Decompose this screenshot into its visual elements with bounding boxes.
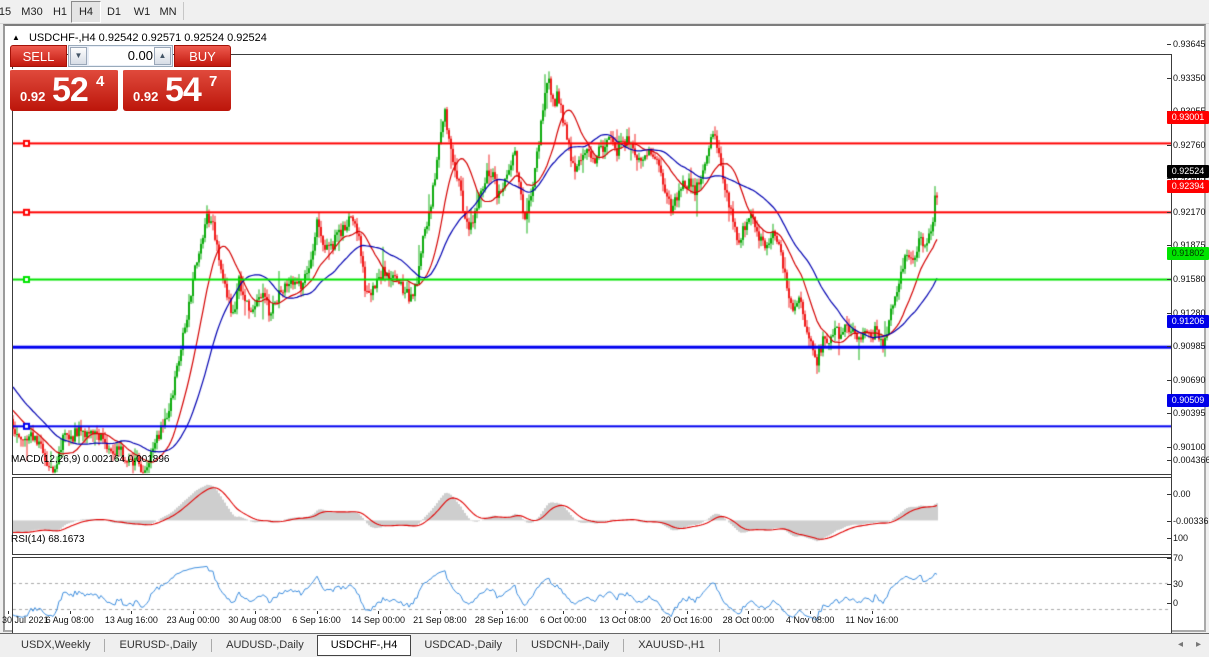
timeframe-button-15[interactable]: 15 [0, 6, 12, 18]
main-chart-panel [12, 54, 1172, 475]
timeframe-button-mn[interactable]: MN [159, 6, 177, 18]
timeframe-button-d1[interactable]: D1 [106, 6, 122, 18]
one-click-panel-collapse-icon[interactable]: ▲ [12, 33, 20, 42]
sell-price-pip: 4 [96, 73, 105, 90]
timeframe-toolbar: 15 M30 H1 H4 D1 W1 MN [0, 0, 1209, 24]
tab-scroll-right-icon[interactable]: ▸ [1195, 639, 1201, 650]
timeframe-button-h4[interactable]: H4 [71, 1, 101, 23]
tab-separator [623, 639, 625, 652]
tab-usdx-weekly[interactable]: USDX,Weekly [21, 639, 91, 651]
toolbar-separator [183, 2, 184, 20]
chart-title-ohlc: 0.92542 0.92571 0.92524 0.92524 [98, 32, 267, 44]
chart-window [3, 24, 1206, 635]
macd-panel [12, 477, 1172, 555]
buy-price-display[interactable]: 0.92 54 7 [123, 69, 231, 111]
lot-decrease-button[interactable]: ▼ [70, 47, 87, 65]
buy-button[interactable]: BUY [174, 45, 231, 67]
lot-size-input[interactable]: 0.00 [89, 47, 157, 65]
price-axis-line [1171, 54, 1172, 635]
tab-usdcad-daily[interactable]: USDCAD-,Daily [424, 639, 502, 651]
tab-scroll-left-icon[interactable]: ◂ [1177, 639, 1183, 650]
timeframe-button-w1[interactable]: W1 [133, 6, 151, 18]
lot-size-spinner: ▼ 0.00 ▲ [68, 45, 173, 67]
tab-usdchf-h4[interactable]: USDCHF-,H4 [316, 635, 412, 656]
timeframe-button-h1[interactable]: H1 [52, 6, 68, 18]
tab-separator [104, 639, 106, 652]
chart-title-symbol: USDCHF-,H4 [28, 32, 96, 44]
sell-price-display[interactable]: 0.92 52 4 [10, 69, 118, 111]
rsi-canvas[interactable] [13, 558, 1171, 634]
tab-eurusd-daily[interactable]: EURUSD-,Daily [119, 639, 198, 651]
timeframe-button-m30[interactable]: M30 [21, 6, 43, 18]
buy-price-big: 54 [165, 71, 202, 109]
buy-price-pip: 7 [209, 73, 218, 90]
tab-separator [211, 639, 213, 652]
sell-button[interactable]: SELL [10, 45, 67, 67]
tab-usdcnh-daily[interactable]: USDCNH-,Daily [530, 639, 610, 651]
lot-increase-button[interactable]: ▲ [154, 47, 171, 65]
price-chart-canvas[interactable] [13, 55, 1171, 474]
chart-tab-bar: ◂ ▸ USDX,Weekly EURUSD-,Daily AUDUSD-,Dail… [0, 633, 1209, 657]
one-click-trading-panel: SELL ▼ 0.00 ▲ BUY 0.92 52 4 0.92 54 7 [10, 45, 231, 111]
macd-canvas[interactable] [13, 478, 1171, 554]
tab-separator [515, 639, 517, 652]
buy-price-prefix: 0.92 [133, 89, 159, 104]
chart-header: ▲ USDCHF-,H4 0.92542 0.92571 0.92524 0.9… [12, 32, 267, 44]
tab-audusd-daily[interactable]: AUDUSD-,Daily [226, 639, 304, 651]
rsi-panel [12, 557, 1172, 635]
tab-xauusd-h1[interactable]: XAUUSD-,H1 [638, 639, 705, 651]
sell-price-big: 52 [52, 71, 89, 109]
sell-price-prefix: 0.92 [20, 89, 46, 104]
tab-separator [718, 639, 720, 652]
